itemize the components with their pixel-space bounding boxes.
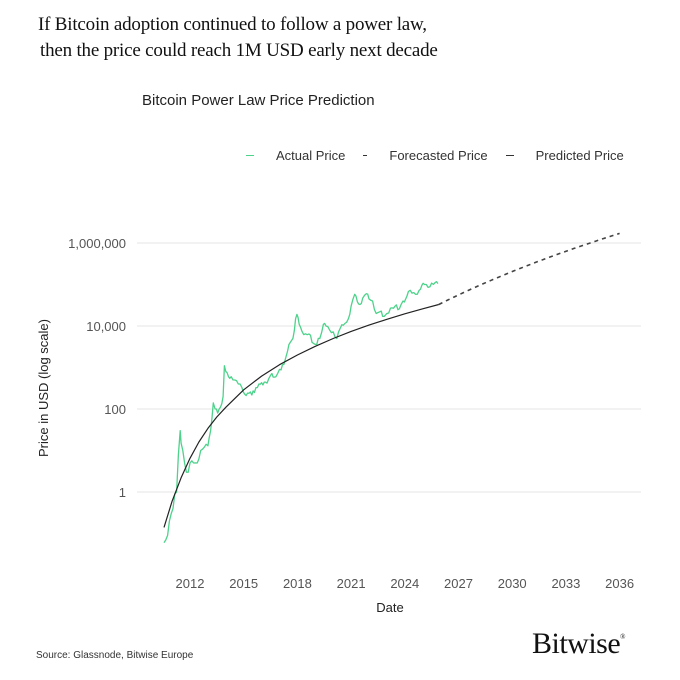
- chart-legend: Actual Price Forecasted Price Predicted …: [246, 148, 642, 163]
- x-tick-label: 2036: [605, 576, 634, 591]
- x-tick-label: 2018: [283, 576, 312, 591]
- y-tick-label: 10,000: [86, 319, 126, 334]
- brand-name: Bitwise: [532, 627, 621, 660]
- legend-item-actual-price: Actual Price: [246, 148, 345, 163]
- x-tick-label: 2012: [176, 576, 205, 591]
- y-tick-label: 1,000,000: [68, 236, 126, 251]
- x-axis-label: Date: [376, 600, 403, 615]
- registered-mark: ®: [620, 633, 625, 641]
- x-tick-label: 2027: [444, 576, 473, 591]
- bitwise-logo: Bitwise®: [532, 627, 625, 661]
- legend-label-predicted: Predicted Price: [535, 148, 624, 163]
- series-forecasted-price: [438, 232, 620, 306]
- y-tick-label: 1: [119, 485, 126, 500]
- headline-line-1: If Bitcoin adoption continued to follow …: [38, 14, 427, 35]
- legend-label-forecasted: Forecasted Price: [389, 148, 488, 163]
- source-note: Source: Glassnode, Bitwise Europe: [36, 650, 194, 661]
- headline-line-2: then the price could reach 1M USD early …: [40, 40, 438, 61]
- grid-lines: [137, 242, 641, 493]
- y-axis-ticks: 1,000,000 10,000 100 1: [68, 236, 126, 500]
- series-predicted-price: [163, 303, 439, 528]
- legend-item-forecasted-price: Forecasted Price: [363, 148, 488, 163]
- x-tick-label: 2033: [551, 576, 580, 591]
- headline: If Bitcoin adoption continued to follow …: [38, 12, 438, 64]
- series-actual-price: [163, 281, 439, 544]
- x-tick-label: 2030: [498, 576, 527, 591]
- x-tick-label: 2015: [229, 576, 258, 591]
- legend-swatch-predicted: [505, 155, 514, 156]
- legend-swatch-actual: [246, 155, 254, 156]
- chart-title: Bitcoin Power Law Price Prediction: [142, 92, 375, 109]
- y-axis-label: Price in USD (log scale): [36, 319, 51, 457]
- y-tick-label: 100: [104, 402, 126, 417]
- legend-item-predicted-price: Predicted Price: [505, 148, 624, 163]
- chart-series: [163, 232, 620, 544]
- x-axis-ticks: 2012 2015 2018 2021 2024 2027 2030 2033 2036: [176, 576, 635, 591]
- legend-swatch-forecasted: [363, 155, 368, 156]
- x-tick-label: 2021: [337, 576, 366, 591]
- legend-label-actual: Actual Price: [276, 148, 346, 163]
- x-tick-label: 2024: [390, 576, 419, 591]
